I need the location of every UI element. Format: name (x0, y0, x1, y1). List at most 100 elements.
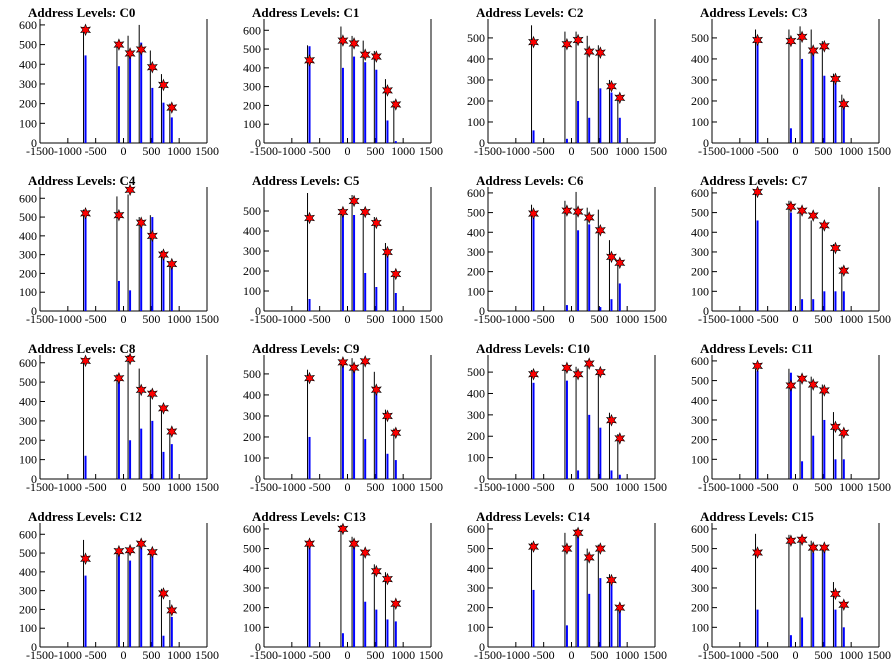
peak-star-marker (829, 241, 841, 255)
y-tick-label: 0 (479, 472, 485, 486)
y-tick-label: 100 (243, 620, 261, 634)
histogram-blue-bar (823, 419, 826, 479)
histogram-chart: Address Levels: C10 0 100 200 300 400 500 -1500… (467, 341, 667, 494)
y-tick-label: 400 (467, 52, 485, 66)
peak-star-marker (594, 365, 606, 379)
x-tick-label: 1500 (195, 312, 219, 326)
histogram-blue-bar (129, 50, 132, 143)
y-tick-label: 200 (243, 264, 261, 278)
y-tick-label: 600 (467, 522, 485, 536)
x-tick-label: -1500 (250, 480, 278, 494)
y-tick-label: 300 (19, 584, 37, 598)
histogram-blue-bar (170, 616, 173, 647)
x-tick-label: 1500 (195, 480, 219, 494)
y-tick-label: 500 (467, 206, 485, 220)
x-tick-label: -500 (309, 312, 331, 326)
peak-star-marker (829, 420, 841, 434)
y-tick-label: 100 (691, 452, 709, 466)
histogram-panel: Address Levels: C4 0 100 200 300 400 500 600 -15… (0, 168, 224, 336)
histogram-chart: Address Levels: C30100200300400500-1500-… (691, 5, 891, 158)
y-tick-label: 100 (467, 620, 485, 634)
peak-star-marker (337, 205, 349, 219)
x-tick-label: -1000 (726, 312, 754, 326)
x-tick-label: 0 (569, 648, 575, 662)
x-tick-label: 1000 (391, 144, 415, 158)
x-tick-label: -1000 (278, 480, 306, 494)
histogram-blue-bar (834, 459, 837, 479)
x-tick-label: 500 (366, 648, 384, 662)
peak-star-marker (80, 552, 92, 566)
peak-star-marker (572, 526, 584, 540)
histogram-blue-bar (610, 470, 613, 479)
x-tick-label: 1500 (867, 480, 891, 494)
y-tick-label: 500 (243, 367, 261, 381)
histogram-blue-bar (151, 87, 154, 143)
x-tick-label: 1500 (643, 312, 667, 326)
y-tick-label: 300 (467, 581, 485, 595)
histogram-blue-bar (834, 77, 837, 143)
x-tick-label: 1500 (867, 144, 891, 158)
x-tick-label: 1000 (839, 144, 863, 158)
x-tick-label: -1500 (474, 312, 502, 326)
peak-star-marker (829, 72, 841, 86)
y-tick-label: 100 (19, 453, 37, 467)
y-tick-label: 0 (255, 136, 261, 150)
x-tick-label: -500 (309, 144, 331, 158)
histogram-blue-bar (394, 293, 397, 311)
histogram-blue-bar (353, 369, 356, 479)
x-tick-label: 500 (142, 312, 160, 326)
peak-star-marker (337, 34, 349, 47)
histogram-blue-bar (129, 440, 132, 479)
chart-title: Address Levels: C5 (252, 173, 360, 188)
peak-star-marker (124, 183, 136, 197)
histogram-blue-bar (375, 287, 378, 311)
peak-star-marker (605, 79, 617, 93)
peak-star-marker (304, 211, 316, 225)
peak-star-marker (561, 542, 573, 555)
peak-star-marker (605, 413, 617, 427)
x-tick-label: 1000 (615, 648, 639, 662)
peak-star-marker (818, 219, 830, 232)
histogram-blue-bar (588, 117, 591, 143)
histogram-blue-bar (84, 575, 87, 647)
histogram-blue-bar (588, 414, 591, 479)
histogram-blue-bar (801, 617, 804, 647)
y-tick-label: 100 (691, 115, 709, 129)
x-tick-label: -1000 (726, 480, 754, 494)
peak-star-marker (752, 546, 764, 559)
histogram-blue-bar (341, 365, 344, 479)
histogram-blue-bar (823, 75, 826, 143)
peak-star-marker (370, 216, 382, 230)
y-tick-label: 500 (467, 542, 485, 556)
histogram-chart: Address Levels: C50100200300400500-1500-… (243, 173, 443, 326)
chart-title: Address Levels: C7 (700, 173, 808, 188)
y-tick-label: 400 (243, 561, 261, 575)
histogram-blue-bar (565, 380, 568, 479)
peak-star-marker (838, 598, 850, 611)
histogram-panel: Address Levels: C13 0 100 200 300 400 500 600 -1… (224, 504, 448, 672)
histogram-blue-bar (84, 55, 87, 143)
peak-star-marker (818, 384, 830, 397)
peak-star-marker (829, 587, 841, 601)
histogram-blue-bar (84, 455, 87, 479)
peak-star-marker (381, 572, 393, 586)
peak-star-marker (752, 185, 764, 199)
histogram-blue-bar (162, 451, 165, 479)
y-tick-label: 400 (243, 388, 261, 402)
x-tick-label: 1000 (167, 648, 191, 662)
x-tick-label: 500 (590, 144, 608, 158)
histogram-blue-bar (308, 544, 311, 647)
x-tick-label: 500 (142, 480, 160, 494)
x-tick-label: 0 (569, 144, 575, 158)
peak-star-marker (528, 35, 540, 49)
histogram-blue-bar (565, 138, 568, 143)
peak-star-marker (124, 543, 136, 557)
x-tick-label: 1500 (195, 144, 219, 158)
x-tick-label: 500 (814, 480, 832, 494)
histogram-blue-bar (812, 552, 815, 647)
peak-star-marker (135, 43, 147, 56)
y-tick-label: 0 (703, 472, 709, 486)
histogram-blue-bar (386, 120, 389, 143)
y-tick-label: 100 (243, 117, 261, 131)
histogram-blue-bar (117, 380, 120, 479)
